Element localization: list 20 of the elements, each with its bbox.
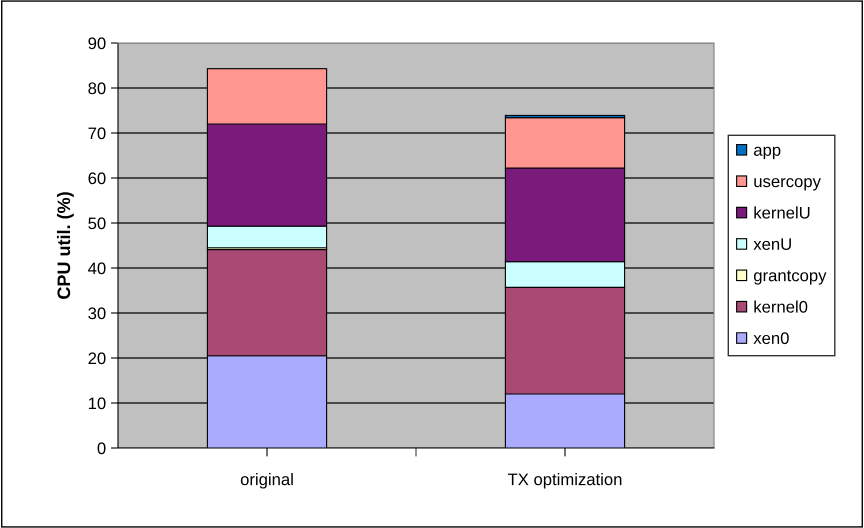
y-tick-label: 30: [88, 307, 106, 320]
y-tick-label: 20: [88, 352, 106, 364]
y-tick-label: 40: [88, 262, 106, 274]
y-tick-label: 10: [88, 397, 106, 410]
y-tick-label: 60: [88, 172, 106, 184]
y-tick-label: 50: [88, 217, 106, 230]
legend-label: usercopy: [754, 178, 821, 191]
y-tick-label: 90: [88, 37, 106, 50]
legend-label: kernelU: [754, 206, 810, 219]
legend-label: grantcopy: [754, 270, 826, 285]
y-tick-label: 80: [88, 82, 106, 94]
legend-label: app: [754, 146, 780, 160]
y-axis-title: CPU util. (%): [56, 192, 74, 299]
y-tick-label: 70: [88, 127, 106, 140]
x-tick-label: original: [240, 473, 293, 489]
y-tick-label: 0: [98, 442, 106, 454]
legend-label: xenU: [753, 238, 791, 250]
x-tick-label: TX optimization: [508, 473, 622, 489]
legend-label: xen0: [753, 332, 789, 344]
legend-label: kernel0: [754, 300, 808, 313]
